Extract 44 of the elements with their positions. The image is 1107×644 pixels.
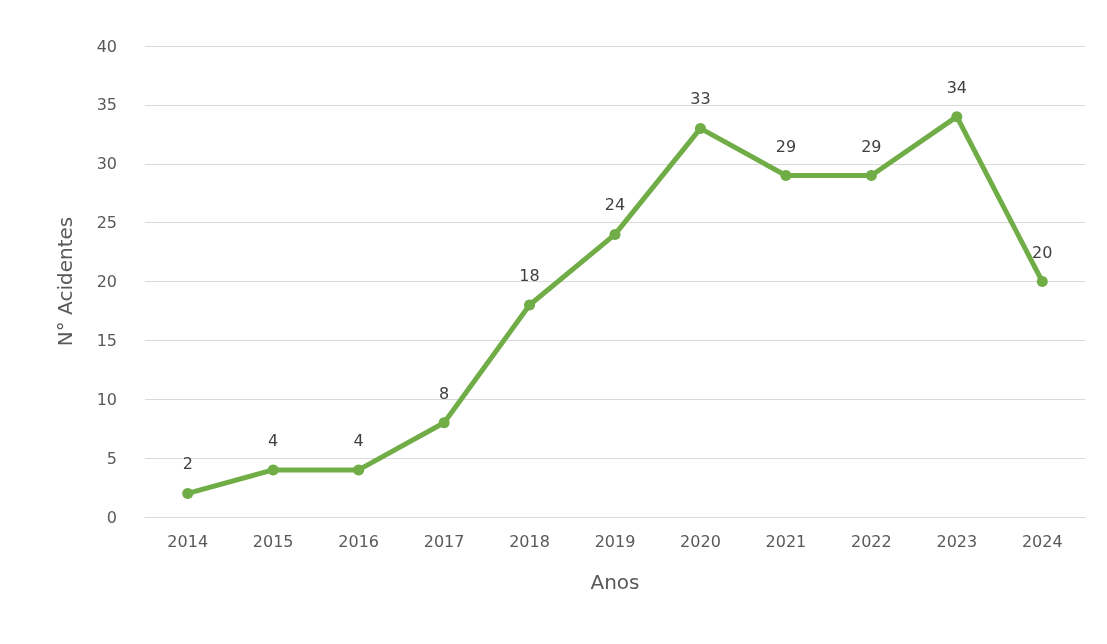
data-label: 33 xyxy=(690,89,711,109)
x-tick-label: 2019 xyxy=(594,531,636,551)
data-label: 34 xyxy=(946,77,967,97)
y-tick-label: 35 xyxy=(96,95,117,115)
point xyxy=(267,464,279,476)
point xyxy=(1036,276,1048,287)
point xyxy=(694,122,706,134)
x-tick-label: 2015 xyxy=(252,531,294,551)
point xyxy=(182,487,194,499)
y-tick-label: 5 xyxy=(106,448,117,468)
data-label: 2 xyxy=(182,454,193,474)
y-tick-label: 20 xyxy=(96,272,117,291)
point xyxy=(438,417,450,429)
x-axis-title: Anos xyxy=(590,570,640,594)
x-tick-label: 2016 xyxy=(338,531,379,551)
y-tick-label: 0 xyxy=(106,507,117,527)
x-tick-label: 2021 xyxy=(765,531,807,551)
x-tick-label: 2020 xyxy=(680,531,721,551)
y-axis-title: N° Acidentes xyxy=(53,216,77,347)
y-tick-label: 30 xyxy=(96,154,117,174)
y-tick-label: 40 xyxy=(96,36,117,56)
y-tick-label: 15 xyxy=(96,330,117,350)
data-label: 29 xyxy=(861,136,882,156)
data-label: 20 xyxy=(1032,242,1053,262)
data-label: 8 xyxy=(439,383,450,403)
x-tick-label: 2024 xyxy=(1021,531,1063,551)
point xyxy=(951,111,963,123)
point xyxy=(780,170,792,182)
point xyxy=(865,170,877,182)
y-tick-label: 10 xyxy=(96,389,117,409)
x-tick-label: 2017 xyxy=(423,531,465,551)
data-label: 18 xyxy=(519,266,540,286)
data-label: 24 xyxy=(604,195,626,215)
point xyxy=(609,228,621,240)
data-label: 29 xyxy=(775,136,797,156)
x-tick-label: 2023 xyxy=(936,531,978,551)
x-tick-label: 2022 xyxy=(851,531,892,551)
x-tick-label: 2014 xyxy=(167,531,209,551)
data-label: 4 xyxy=(353,430,364,450)
point xyxy=(524,299,536,311)
data-label: 4 xyxy=(268,430,279,450)
y-tick-label: 25 xyxy=(96,213,117,233)
x-tick-label: 2018 xyxy=(509,531,550,551)
point xyxy=(353,464,365,476)
